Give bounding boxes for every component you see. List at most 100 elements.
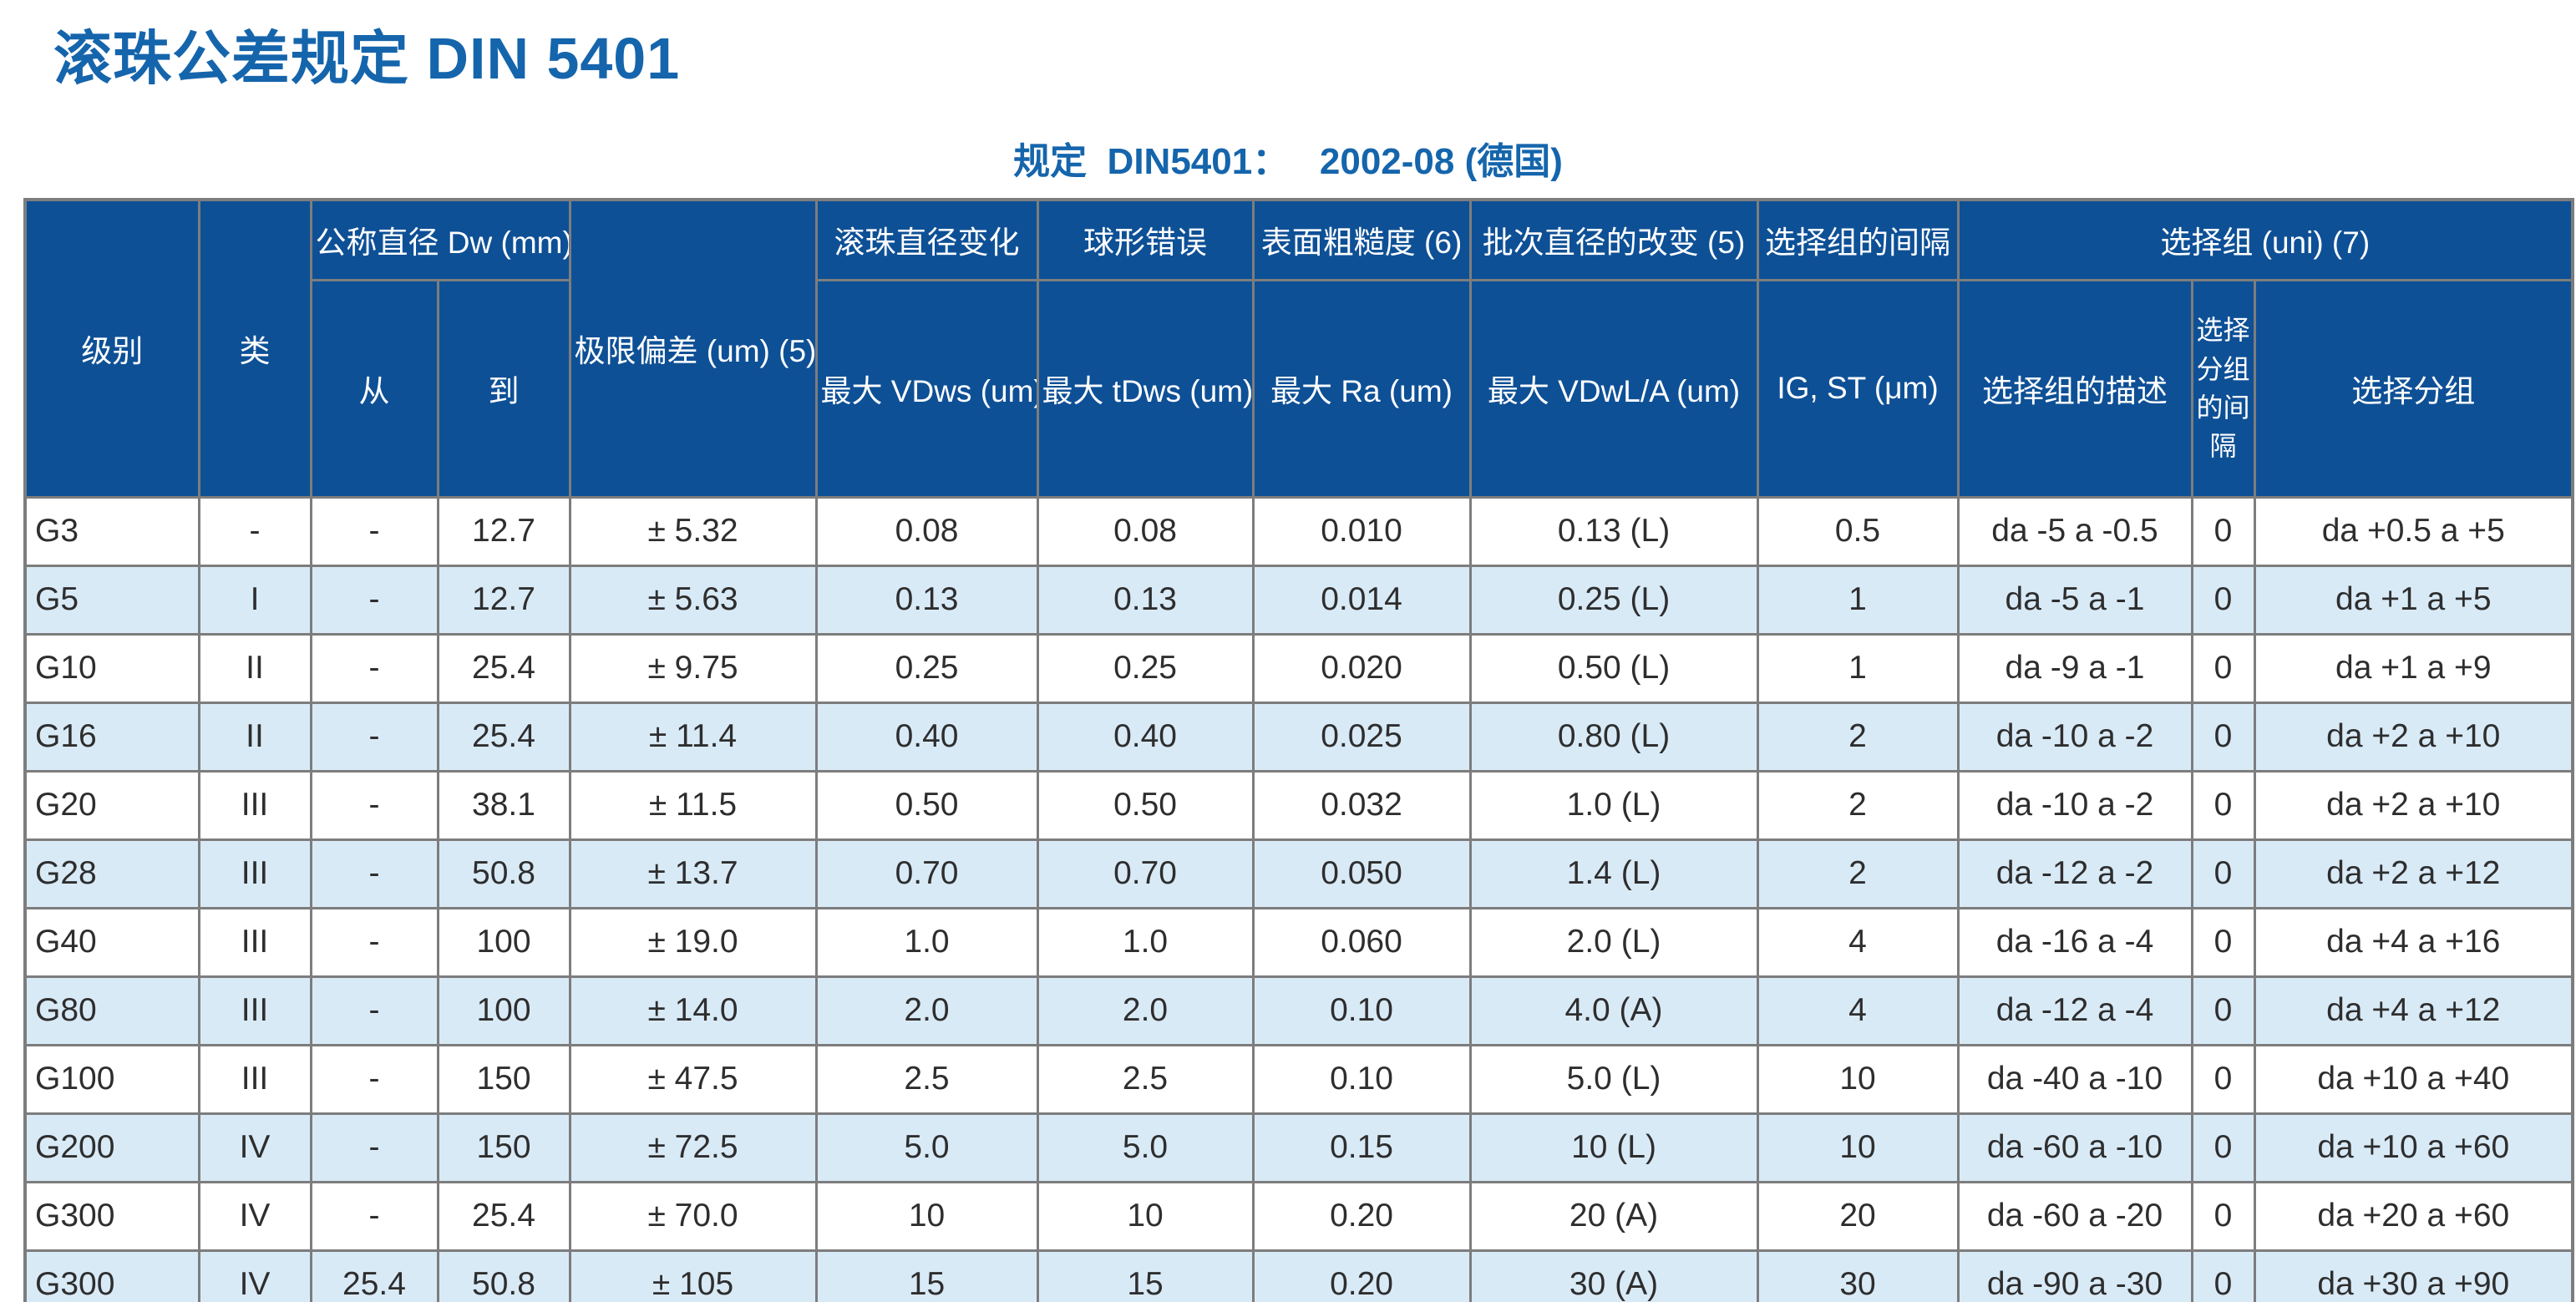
page-title: 滚珠公差规定 DIN 5401	[53, 26, 681, 91]
cell: 4	[1756, 906, 1960, 978]
table-row: G10 II -25.4 ± 9.75 0.25 0.25 0.020 0.50 (L) 1 da…	[23, 632, 2574, 704]
cell: III	[197, 906, 312, 978]
col-header-selection-group: 选择组 (uni) (7)	[1956, 198, 2574, 281]
cell: -	[309, 975, 439, 1046]
cell: III	[197, 838, 312, 909]
cell: 0.70	[814, 838, 1039, 909]
grade-cell: G5	[23, 564, 200, 636]
cell: da -40 a -10	[1956, 1043, 2193, 1115]
cell: 38.1	[436, 769, 571, 841]
cell: ± 5.32	[568, 495, 818, 567]
cell: -	[309, 701, 439, 773]
table-row: G200 IV -150 ± 72.5 5.0 5.0 0.15 10 (L) 10 da -60…	[23, 1112, 2574, 1183]
col-header-lot-diameter-change: 批次直径的改变 (5)	[1468, 198, 1759, 281]
cell: 1.0	[814, 906, 1039, 978]
cell: 2.0	[1036, 975, 1255, 1046]
cell: 50.8	[436, 1249, 571, 1302]
cell: 25.4	[436, 701, 571, 773]
cell: 12.7	[436, 564, 571, 636]
col-header-ball-diameter-variation: 滚珠直径变化	[814, 198, 1039, 281]
cell: 1.0 (L)	[1468, 769, 1759, 841]
col-header-selection-subgroup: 选择分组	[2253, 278, 2574, 499]
cell: -	[309, 1112, 439, 1183]
col-header-max-ra: 最大 Ra (um)	[1251, 278, 1472, 499]
cell: ± 9.75	[568, 632, 818, 704]
cell: ± 11.4	[568, 701, 818, 773]
cell: 0.014	[1251, 564, 1472, 636]
cell: 0.08	[1036, 495, 1255, 567]
cell: da +2 a +10	[2253, 701, 2574, 773]
cell: da -9 a -1	[1956, 632, 2193, 704]
cell: 0.20	[1251, 1180, 1472, 1252]
cell: II	[197, 632, 312, 704]
table-row: G5 I -12.7 ± 5.63 0.13 0.13 0.014 0.25 (L) 1 da -…	[23, 564, 2574, 636]
table-row: G20 III -38.1 ± 11.5 0.50 0.50 0.032 1.0 (L) 2 da…	[23, 769, 2574, 841]
cell: da -10 a -2	[1956, 769, 2193, 841]
cell: da -12 a -4	[1956, 975, 2193, 1046]
cell: 5.0 (L)	[1468, 1043, 1759, 1115]
cell: 1.0	[1036, 906, 1255, 978]
cell: 100	[436, 906, 571, 978]
col-header-selection-group-description: 选择组的描述	[1956, 278, 2193, 499]
cell: 30 (A)	[1468, 1249, 1759, 1302]
table-row: G300 IV 25.4 50.8 ± 105 15 15 0.20 30 (A) 30 da -9…	[23, 1249, 2574, 1302]
cell: II	[197, 701, 312, 773]
cell: 0.020	[1251, 632, 1472, 704]
cell: 10 (L)	[1468, 1112, 1759, 1183]
cell: 15	[814, 1249, 1039, 1302]
cell: 0.10	[1251, 975, 1472, 1046]
cell: 0.032	[1251, 769, 1472, 841]
cell: 0	[2190, 701, 2256, 773]
cell: 150	[436, 1043, 571, 1115]
cell: ± 5.63	[568, 564, 818, 636]
cell: 25.4	[309, 1249, 439, 1302]
cell: da -12 a -2	[1956, 838, 2193, 909]
cell: 0.70	[1036, 838, 1255, 909]
cell: 10	[1756, 1043, 1960, 1115]
cell: -	[309, 495, 439, 567]
col-header-surface-roughness: 表面粗糙度 (6)	[1251, 198, 1472, 281]
cell: ± 14.0	[568, 975, 818, 1046]
cell: da +4 a +16	[2253, 906, 2574, 978]
grade-cell: G300	[23, 1249, 200, 1302]
cell: 0.13	[814, 564, 1039, 636]
cell: 100	[436, 975, 571, 1046]
cell: 30	[1756, 1249, 1960, 1302]
cell: 0.50	[1036, 769, 1255, 841]
cell: 15	[1036, 1249, 1255, 1302]
cell: -	[309, 632, 439, 704]
col-header-max-vdwl-a: 最大 VDwL/A (um)	[1468, 278, 1759, 499]
cell: 2	[1756, 838, 1960, 909]
cell: 2	[1756, 769, 1960, 841]
cell: 0.15	[1251, 1112, 1472, 1183]
cell: 0.20	[1251, 1249, 1472, 1302]
cell: 0.025	[1251, 701, 1472, 773]
col-header-class: 类	[197, 198, 312, 499]
cell: 25.4	[436, 1180, 571, 1252]
cell: 12.7	[436, 495, 571, 567]
table-row: G300 IV -25.4 ± 70.0 10 10 0.20 20 (A) 20 da -60 …	[23, 1180, 2574, 1252]
table-row: G3- -12.7 ± 5.32 0.08 0.08 0.010 0.13 (L) 0.5 da…	[23, 495, 2574, 567]
tolerance-table: 级别 类 公称直径 Dw (mm) 极限偏差 (um) (5) 滚珠直径变化 球…	[23, 198, 2575, 1302]
cell: da +30 a +90	[2253, 1249, 2574, 1302]
cell: -	[309, 838, 439, 909]
cell: 1	[1756, 564, 1960, 636]
cell: 0.25	[814, 632, 1039, 704]
cell: 2.5	[1036, 1043, 1255, 1115]
col-header-ig-st: IG, ST (μm)	[1756, 278, 1960, 499]
cell: ± 11.5	[568, 769, 818, 841]
cell: -	[197, 495, 312, 567]
cell: 1.4 (L)	[1468, 838, 1759, 909]
col-header-selection-subgroup-interval: 选择分组的间隔	[2190, 278, 2256, 499]
grade-cell: G3	[23, 495, 200, 567]
table-row: G16 II -25.4 ± 11.4 0.40 0.40 0.025 0.80 (L) 2 da…	[23, 701, 2574, 773]
cell: da +20 a +60	[2253, 1180, 2574, 1252]
cell: da -60 a -20	[1956, 1180, 2193, 1252]
col-header-max-vdws: 最大 VDws (um)	[814, 278, 1039, 499]
cell: 0	[2190, 975, 2256, 1046]
cell: ± 19.0	[568, 906, 818, 978]
cell: 0	[2190, 1180, 2256, 1252]
cell: da +4 a +12	[2253, 975, 2574, 1046]
cell: 0.25 (L)	[1468, 564, 1759, 636]
cell: 0.13	[1036, 564, 1255, 636]
